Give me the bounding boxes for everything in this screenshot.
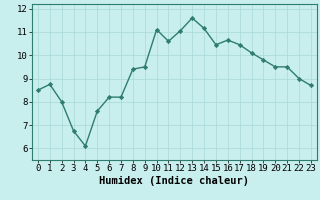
- X-axis label: Humidex (Indice chaleur): Humidex (Indice chaleur): [100, 176, 249, 186]
